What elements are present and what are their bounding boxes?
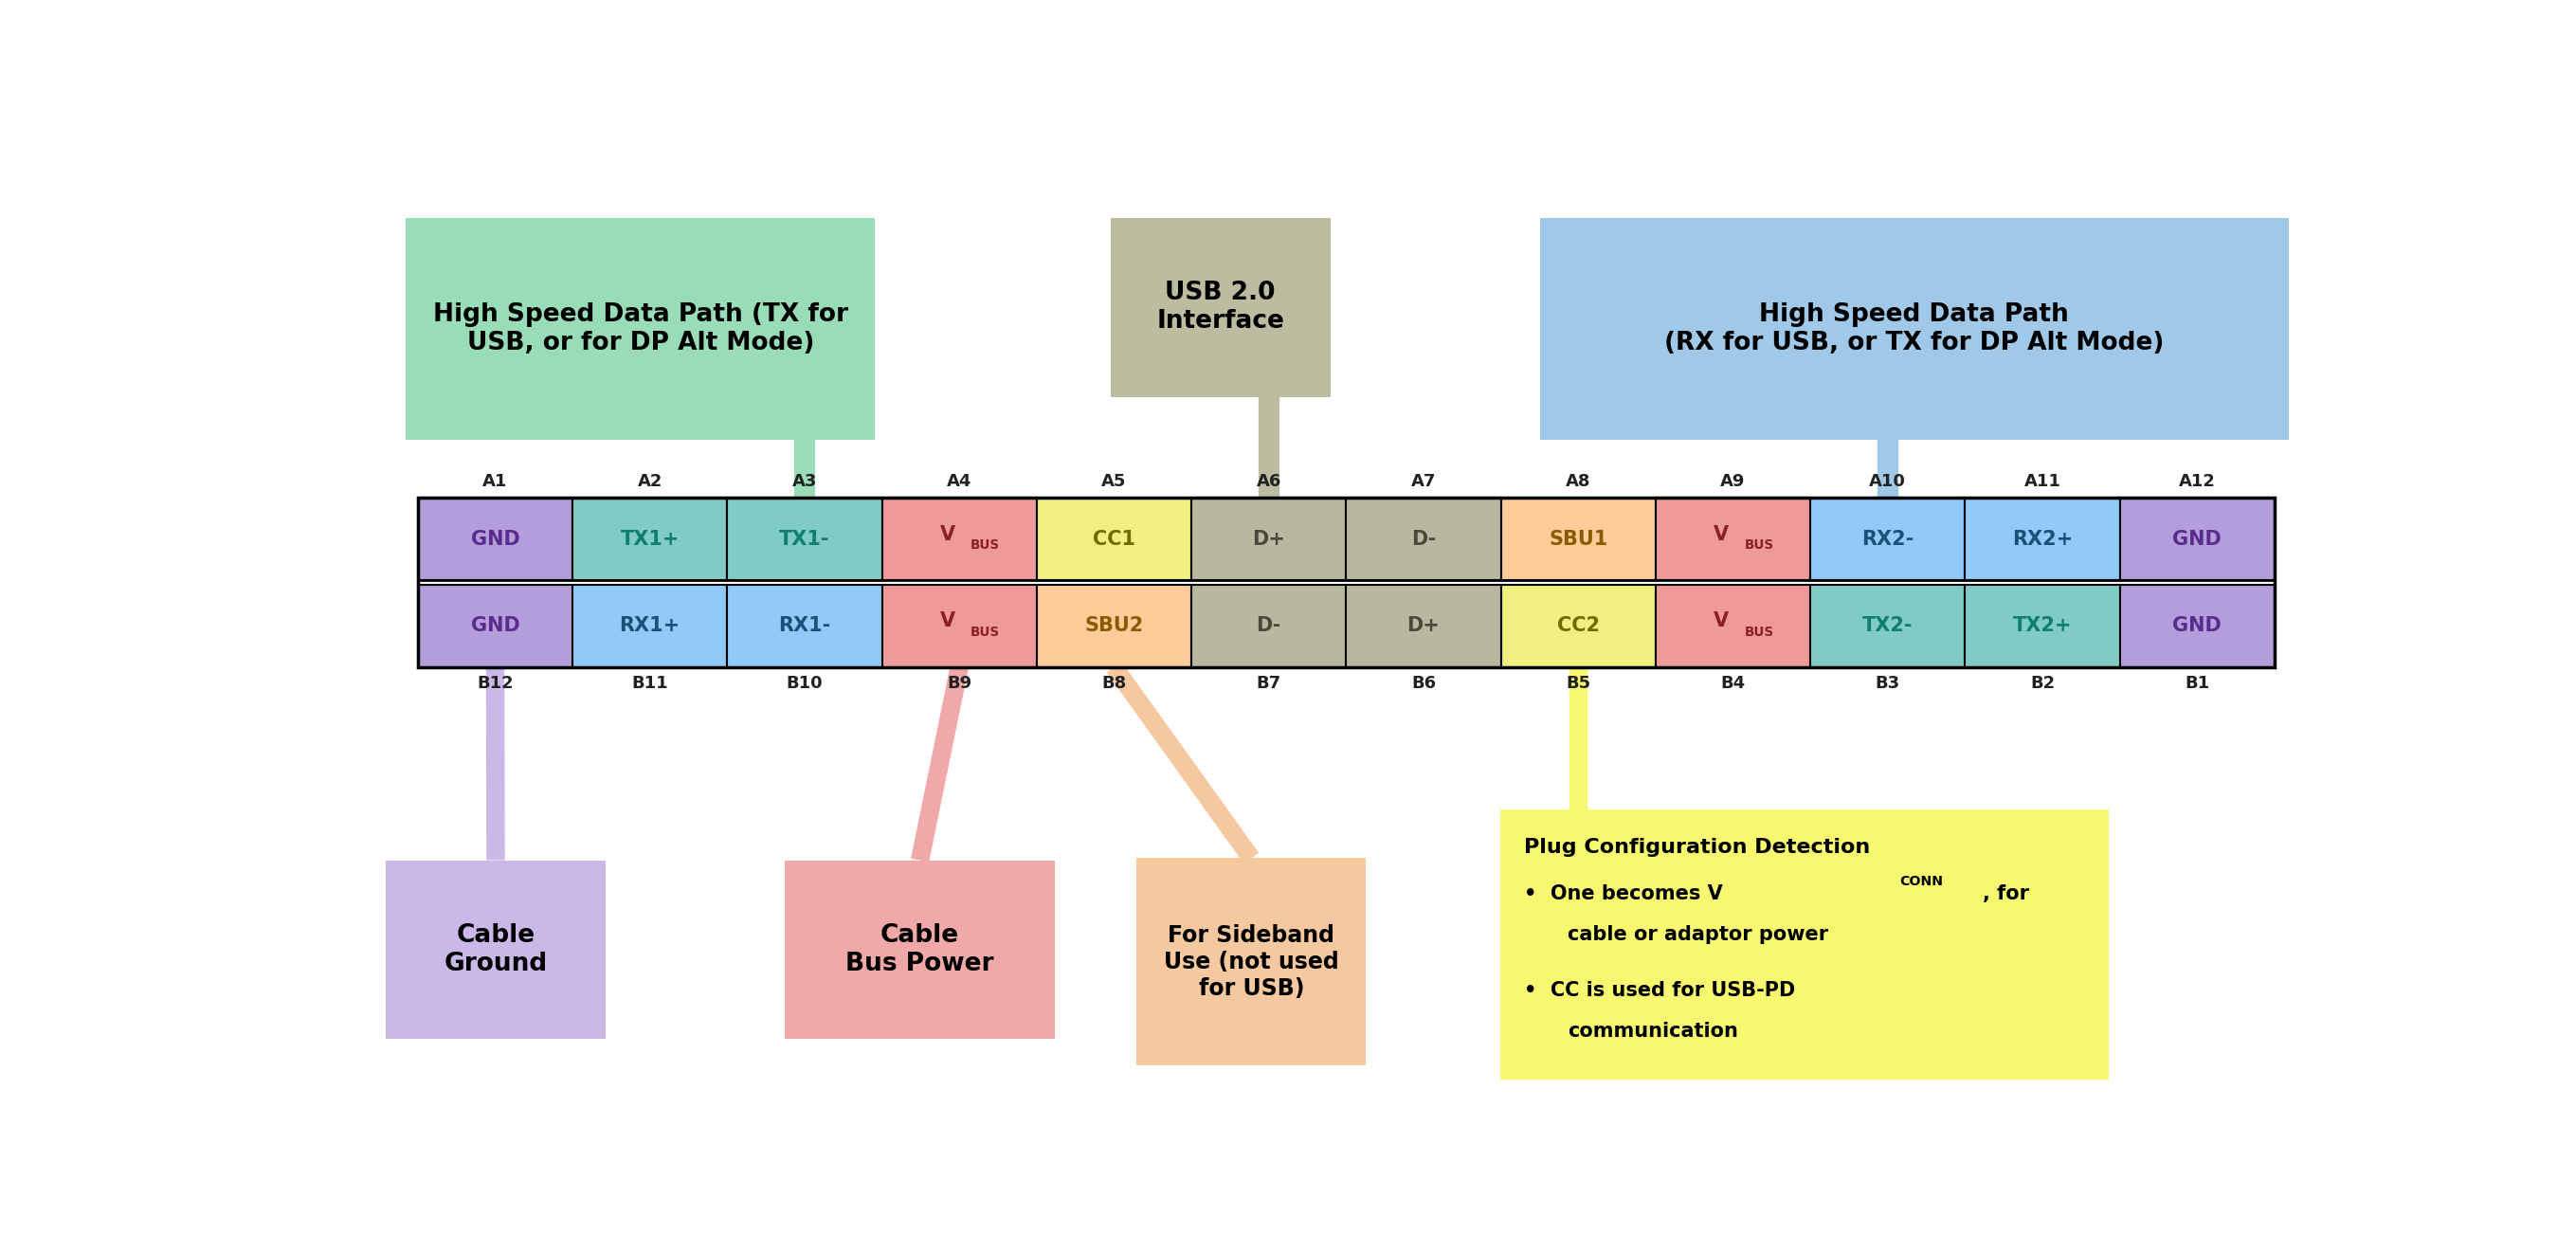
Text: RX2-: RX2- bbox=[1862, 529, 1914, 548]
Bar bbox=[386, 860, 605, 1038]
Text: B11: B11 bbox=[631, 675, 667, 692]
Text: D-: D- bbox=[1412, 529, 1435, 548]
Text: TX1-: TX1- bbox=[781, 529, 829, 548]
Text: A8: A8 bbox=[1566, 473, 1592, 490]
Bar bbox=[786, 860, 1054, 1038]
Text: GND: GND bbox=[2172, 529, 2221, 548]
Text: A9: A9 bbox=[1721, 473, 1747, 490]
Text: A6: A6 bbox=[1257, 473, 1280, 490]
Text: B12: B12 bbox=[477, 675, 513, 692]
Text: B5: B5 bbox=[1566, 675, 1589, 692]
Bar bbox=[2120, 584, 2275, 667]
Text: High Speed Data Path
(RX for USB, or TX for DP Alt Mode): High Speed Data Path (RX for USB, or TX … bbox=[1664, 302, 2164, 356]
Text: V: V bbox=[940, 612, 956, 631]
Bar bbox=[572, 584, 726, 667]
Text: Cable
Ground: Cable Ground bbox=[443, 923, 549, 976]
Text: CC2: CC2 bbox=[1556, 617, 1600, 636]
Text: Plug Configuration Detection: Plug Configuration Detection bbox=[1525, 838, 1870, 856]
Bar bbox=[417, 584, 572, 667]
Text: BUS: BUS bbox=[971, 626, 999, 638]
Bar bbox=[1193, 498, 1347, 581]
Text: TX2+: TX2+ bbox=[2012, 617, 2071, 636]
Text: B7: B7 bbox=[1257, 675, 1280, 692]
Text: A12: A12 bbox=[2179, 473, 2215, 490]
Bar bbox=[572, 498, 726, 581]
Bar bbox=[1347, 584, 1502, 667]
Bar bbox=[1036, 584, 1193, 667]
Text: D+: D+ bbox=[1252, 529, 1285, 548]
Text: •  One becomes V: • One becomes V bbox=[1525, 884, 1723, 903]
Text: TX1+: TX1+ bbox=[621, 529, 680, 548]
Text: A10: A10 bbox=[1870, 473, 1906, 490]
Bar bbox=[1656, 498, 1811, 581]
Bar bbox=[726, 584, 881, 667]
Bar bbox=[1811, 498, 1965, 581]
Text: B4: B4 bbox=[1721, 675, 1747, 692]
Text: B6: B6 bbox=[1412, 675, 1435, 692]
Text: B8: B8 bbox=[1103, 675, 1126, 692]
Bar bbox=[1811, 584, 1965, 667]
Bar bbox=[1347, 498, 1502, 581]
Bar bbox=[1965, 584, 2120, 667]
Bar bbox=[1540, 218, 2287, 440]
Text: RX1+: RX1+ bbox=[618, 617, 680, 636]
Text: V: V bbox=[1713, 525, 1728, 544]
Text: GND: GND bbox=[471, 617, 520, 636]
Text: B3: B3 bbox=[1875, 675, 1901, 692]
Text: RX2+: RX2+ bbox=[2012, 529, 2074, 548]
Text: B9: B9 bbox=[948, 675, 971, 692]
Text: SBU1: SBU1 bbox=[1548, 529, 1607, 548]
Text: A5: A5 bbox=[1103, 473, 1126, 490]
Bar bbox=[1656, 584, 1811, 667]
Text: CONN: CONN bbox=[1899, 875, 1942, 888]
Text: D-: D- bbox=[1257, 617, 1280, 636]
Text: A1: A1 bbox=[482, 473, 507, 490]
Text: Cable
Bus Power: Cable Bus Power bbox=[845, 923, 994, 976]
Bar bbox=[1110, 218, 1329, 396]
Bar bbox=[2120, 498, 2275, 581]
Text: B2: B2 bbox=[2030, 675, 2056, 692]
Text: A11: A11 bbox=[2025, 473, 2061, 490]
Text: BUS: BUS bbox=[971, 538, 999, 552]
Bar bbox=[407, 218, 876, 440]
Text: High Speed Data Path (TX for
USB, or for DP Alt Mode): High Speed Data Path (TX for USB, or for… bbox=[433, 302, 848, 356]
Text: •  CC is used for USB-PD: • CC is used for USB-PD bbox=[1525, 981, 1795, 999]
Text: BUS: BUS bbox=[1744, 626, 1775, 638]
Bar bbox=[1499, 809, 2110, 1080]
Text: RX1-: RX1- bbox=[778, 617, 832, 636]
Bar bbox=[1965, 498, 2120, 581]
Bar bbox=[417, 498, 2275, 667]
Bar bbox=[1502, 498, 1656, 581]
Text: D+: D+ bbox=[1406, 617, 1440, 636]
Text: cable or adaptor power: cable or adaptor power bbox=[1569, 925, 1829, 944]
Text: V: V bbox=[940, 525, 956, 544]
Text: A2: A2 bbox=[636, 473, 662, 490]
Text: For Sideband
Use (not used
for USB): For Sideband Use (not used for USB) bbox=[1164, 924, 1340, 999]
Text: communication: communication bbox=[1569, 1022, 1739, 1041]
Text: A7: A7 bbox=[1412, 473, 1435, 490]
Text: BUS: BUS bbox=[1744, 538, 1775, 552]
Text: GND: GND bbox=[471, 529, 520, 548]
Text: GND: GND bbox=[2172, 617, 2221, 636]
Text: B10: B10 bbox=[786, 675, 822, 692]
Text: B1: B1 bbox=[2184, 675, 2210, 692]
Bar bbox=[1502, 584, 1656, 667]
Text: V: V bbox=[1713, 612, 1728, 631]
Bar bbox=[1193, 584, 1347, 667]
Text: , for: , for bbox=[1984, 884, 2030, 903]
Text: SBU2: SBU2 bbox=[1084, 617, 1144, 636]
Text: CC1: CC1 bbox=[1092, 529, 1136, 548]
Bar bbox=[1036, 498, 1193, 581]
Text: A4: A4 bbox=[948, 473, 971, 490]
Text: USB 2.0
Interface: USB 2.0 Interface bbox=[1157, 281, 1285, 334]
Bar bbox=[881, 498, 1036, 581]
Text: A3: A3 bbox=[793, 473, 817, 490]
Bar bbox=[1136, 858, 1365, 1066]
Text: TX2-: TX2- bbox=[1862, 617, 1914, 636]
Bar bbox=[417, 498, 572, 581]
Bar bbox=[726, 498, 881, 581]
Bar bbox=[881, 584, 1036, 667]
